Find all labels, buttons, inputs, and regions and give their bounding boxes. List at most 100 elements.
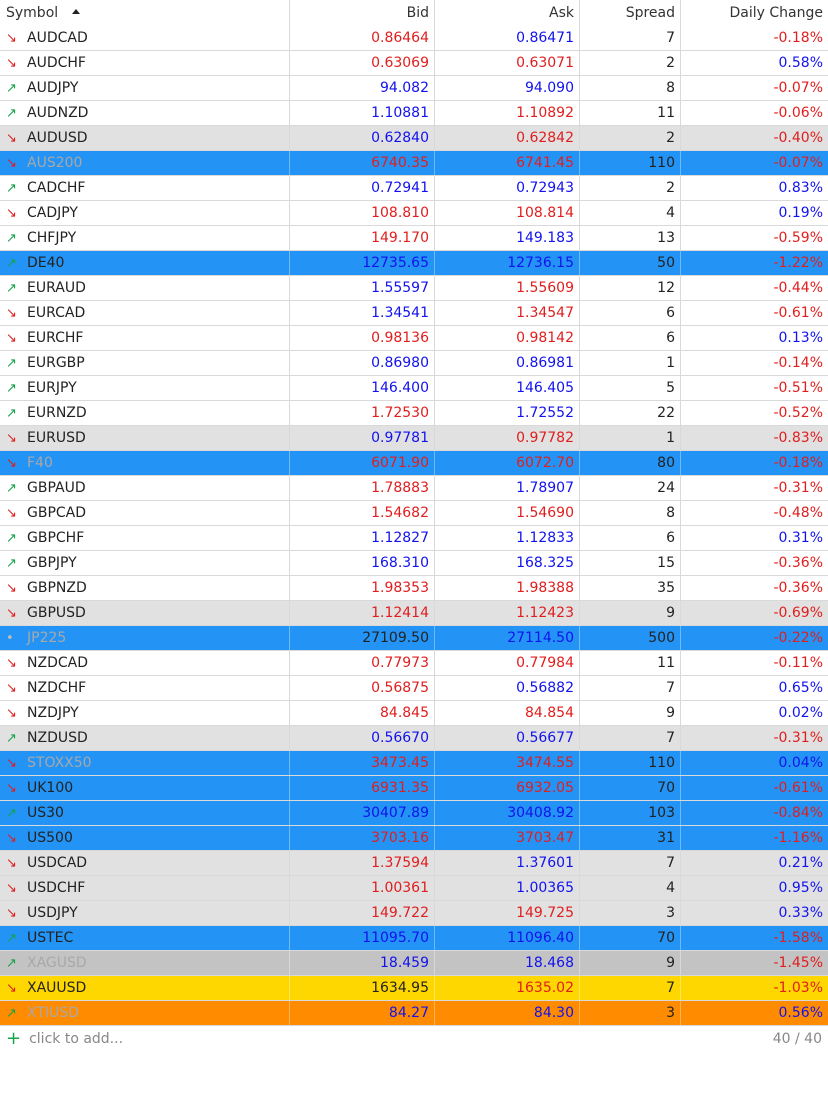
table-body: ↘ AUDCAD 0.86464 0.86471 7 -0.18% ↘ AUDCHF 0.630… [0, 26, 828, 1026]
spread-cell: 1 [580, 351, 681, 375]
table-row[interactable]: ↘ UK100 6931.35 6932.05 70 -0.61% [0, 776, 828, 801]
ask-cell-value: 12736.15 [507, 255, 574, 271]
symbol-cell: ↘ GBPUSD [0, 601, 290, 625]
table-row[interactable]: ↘ NZDJPY 84.845 84.854 9 0.02% [0, 701, 828, 726]
symbol-name: NZDCAD [27, 655, 88, 671]
table-row[interactable]: ↘ GBPUSD 1.12414 1.12423 9 -0.69% [0, 601, 828, 626]
symbol-cell: ↘ STOXX50 [0, 751, 290, 775]
table-row[interactable]: ↗ EURGBP 0.86980 0.86981 1 -0.14% [0, 351, 828, 376]
daily-change-cell-value: -0.48% [773, 505, 823, 521]
column-header-bid[interactable]: Bid [290, 0, 435, 26]
table-row[interactable]: ↗ EURNZD 1.72530 1.72552 22 -0.52% [0, 401, 828, 426]
column-header-ask[interactable]: Ask [435, 0, 580, 26]
add-symbol-button[interactable]: + click to add... [6, 1030, 123, 1048]
column-header-symbol[interactable]: Symbol [0, 0, 290, 26]
daily-change-cell-value: -0.84% [773, 805, 823, 821]
table-row[interactable]: ↘ NZDCAD 0.77973 0.77984 11 -0.11% [0, 651, 828, 676]
trend-down-icon: ↘ [6, 330, 17, 346]
spread-cell: 9 [580, 601, 681, 625]
trend-up-icon: ↗ [6, 105, 17, 121]
table-row[interactable]: ↗ AUDNZD 1.10881 1.10892 11 -0.06% [0, 101, 828, 126]
table-row[interactable]: ↘ EURCAD 1.34541 1.34547 6 -0.61% [0, 301, 828, 326]
table-row[interactable]: ↘ AUDUSD 0.62840 0.62842 2 -0.40% [0, 126, 828, 151]
symbol-name: GBPJPY [27, 555, 77, 571]
table-row[interactable]: ↗ GBPCHF 1.12827 1.12833 6 0.31% [0, 526, 828, 551]
symbol-cell: ↗ AUDNZD [0, 101, 290, 125]
table-row[interactable]: ↘ US500 3703.16 3703.47 31 -1.16% [0, 826, 828, 851]
table-row[interactable]: ↗ GBPJPY 168.310 168.325 15 -0.36% [0, 551, 828, 576]
daily-change-cell-value: -0.36% [773, 580, 823, 596]
table-row[interactable]: ↘ GBPCAD 1.54682 1.54690 8 -0.48% [0, 501, 828, 526]
trend-up-icon: ↗ [6, 530, 17, 546]
daily-change-cell: -1.03% [681, 976, 828, 1000]
symbol-name: EURNZD [27, 405, 87, 421]
trend-down-icon: ↘ [6, 305, 17, 321]
spread-cell: 11 [580, 651, 681, 675]
table-row[interactable]: ↘ EURUSD 0.97781 0.97782 1 -0.83% [0, 426, 828, 451]
symbol-name: US500 [27, 830, 73, 846]
table-row[interactable]: • JP225 27109.50 27114.50 500 -0.22% [0, 626, 828, 651]
table-row[interactable]: ↘ AUDCHF 0.63069 0.63071 2 0.58% [0, 51, 828, 76]
table-row[interactable]: ↗ EURAUD 1.55597 1.55609 12 -0.44% [0, 276, 828, 301]
table-row[interactable]: ↘ AUDCAD 0.86464 0.86471 7 -0.18% [0, 26, 828, 51]
table-row[interactable]: ↘ EURCHF 0.98136 0.98142 6 0.13% [0, 326, 828, 351]
table-row[interactable]: ↘ F40 6071.90 6072.70 80 -0.18% [0, 451, 828, 476]
table-row[interactable]: ↗ CADCHF 0.72941 0.72943 2 0.83% [0, 176, 828, 201]
column-header-daily-change[interactable]: Daily Change [681, 0, 828, 26]
symbol-cell: ↘ USDCAD [0, 851, 290, 875]
table-row[interactable]: ↘ GBPNZD 1.98353 1.98388 35 -0.36% [0, 576, 828, 601]
table-row[interactable]: ↗ XAGUSD 18.459 18.468 9 -1.45% [0, 951, 828, 976]
spread-cell: 70 [580, 926, 681, 950]
table-row[interactable]: ↗ XTIUSD 84.27 84.30 3 0.56% [0, 1001, 828, 1026]
bid-cell: 1.37594 [290, 851, 435, 875]
daily-change-cell-value: -0.36% [773, 555, 823, 571]
daily-change-cell-value: -0.61% [773, 780, 823, 796]
spread-cell: 22 [580, 401, 681, 425]
daily-change-cell: -0.36% [681, 576, 828, 600]
bid-cell-value: 18.459 [380, 955, 429, 971]
bid-cell-value: 6740.35 [371, 155, 429, 171]
trend-down-icon: ↘ [6, 30, 17, 46]
table-row[interactable]: ↗ GBPAUD 1.78883 1.78907 24 -0.31% [0, 476, 828, 501]
daily-change-cell-value: 0.58% [778, 55, 823, 71]
table-row[interactable]: ↗ DE40 12735.65 12736.15 50 -1.22% [0, 251, 828, 276]
spread-cell-value: 12 [657, 280, 675, 296]
ask-cell-value: 1.37601 [516, 855, 574, 871]
bid-cell: 6931.35 [290, 776, 435, 800]
table-row[interactable]: ↗ EURJPY 146.400 146.405 5 -0.51% [0, 376, 828, 401]
spread-cell: 2 [580, 126, 681, 150]
table-row[interactable]: ↘ USDJPY 149.722 149.725 3 0.33% [0, 901, 828, 926]
table-row[interactable]: ↗ USTEC 11095.70 11096.40 70 -1.58% [0, 926, 828, 951]
daily-change-cell-value: -0.07% [773, 155, 823, 171]
bid-cell-value: 1.00361 [371, 880, 429, 896]
daily-change-cell-value: -0.18% [773, 455, 823, 471]
table-row[interactable]: ↘ USDCHF 1.00361 1.00365 4 0.95% [0, 876, 828, 901]
daily-change-cell-value: -0.83% [773, 430, 823, 446]
bid-cell: 0.97781 [290, 426, 435, 450]
table-row[interactable]: ↘ STOXX50 3473.45 3474.55 110 0.04% [0, 751, 828, 776]
spread-cell-value: 110 [648, 155, 675, 171]
spread-cell-value: 31 [657, 830, 675, 846]
table-row[interactable]: ↘ XAUUSD 1634.95 1635.02 7 -1.03% [0, 976, 828, 1001]
table-row[interactable]: ↘ CADJPY 108.810 108.814 4 0.19% [0, 201, 828, 226]
symbol-cell: ↘ AUDCAD [0, 26, 290, 50]
trend-down-icon: ↘ [6, 830, 17, 846]
daily-change-cell: 0.31% [681, 526, 828, 550]
table-row[interactable]: ↘ NZDCHF 0.56875 0.56882 7 0.65% [0, 676, 828, 701]
bid-cell-value: 0.63069 [371, 55, 429, 71]
table-row[interactable]: ↘ USDCAD 1.37594 1.37601 7 0.21% [0, 851, 828, 876]
bid-cell-value: 30407.89 [362, 805, 429, 821]
table-row[interactable]: ↗ CHFJPY 149.170 149.183 13 -0.59% [0, 226, 828, 251]
symbol-cell: ↗ AUDJPY [0, 76, 290, 100]
table-row[interactable]: ↗ US30 30407.89 30408.92 103 -0.84% [0, 801, 828, 826]
table-row[interactable]: ↗ NZDUSD 0.56670 0.56677 7 -0.31% [0, 726, 828, 751]
column-header-spread[interactable]: Spread [580, 0, 681, 26]
spread-cell: 103 [580, 801, 681, 825]
table-row[interactable]: ↗ AUDJPY 94.082 94.090 8 -0.07% [0, 76, 828, 101]
table-row[interactable]: ↘ AUS200 6740.35 6741.45 110 -0.07% [0, 151, 828, 176]
trend-down-icon: ↘ [6, 580, 17, 596]
daily-change-cell: 0.33% [681, 901, 828, 925]
daily-change-cell: -0.18% [681, 26, 828, 50]
bid-cell-value: 1.34541 [371, 305, 429, 321]
ask-cell-value: 11096.40 [507, 930, 574, 946]
